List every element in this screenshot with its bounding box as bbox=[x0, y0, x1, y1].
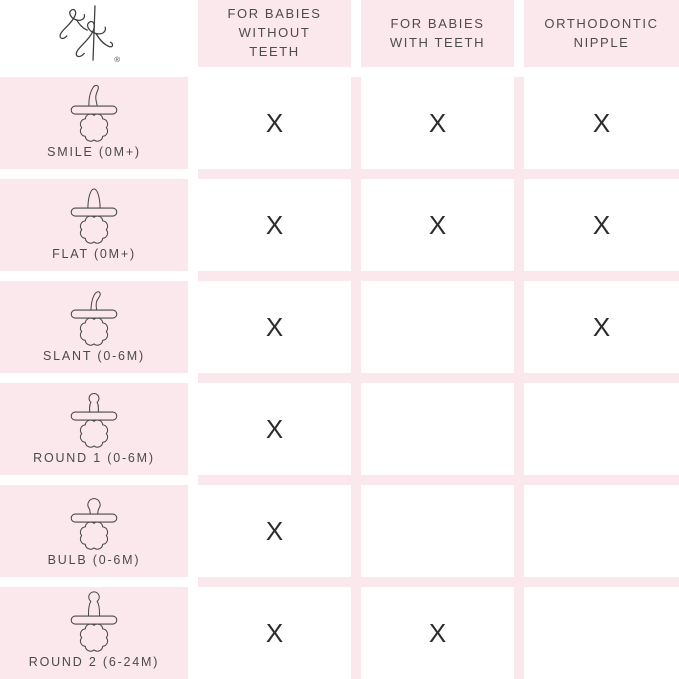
matrix-cell-flat-without-teeth: X bbox=[198, 179, 351, 271]
matrix-cell-round-2-without-teeth: X bbox=[198, 587, 351, 679]
registered-trademark-symbol: ® bbox=[114, 55, 120, 64]
matrix-cell-smile-orthodontic: X bbox=[524, 77, 679, 169]
matrix-cell-round-1-orthodontic bbox=[524, 383, 679, 475]
matrix-cell-slant-orthodontic: X bbox=[524, 281, 679, 373]
header-cell-for-babies-with-teeth: FOR BABIES WITH TEETH bbox=[361, 0, 514, 67]
matrix-cell-round-1-without-teeth: X bbox=[198, 383, 351, 475]
row-label: SMILE (0M+) bbox=[47, 145, 141, 159]
row-label-cell-flat: FLAT (0M+) bbox=[0, 179, 188, 271]
slant-pacifier-icon bbox=[70, 291, 118, 346]
ryan-and-rose-rr-monogram-icon: ® bbox=[59, 4, 120, 64]
matrix-cell-slant-with-teeth bbox=[361, 281, 514, 373]
column-header-label: ORTHODONTIC NIPPLE bbox=[544, 15, 659, 50]
row-label: ROUND 2 (6-24M) bbox=[28, 655, 160, 669]
round-2-pacifier-icon bbox=[70, 591, 118, 652]
column-header-label: FOR BABIES WITH TEETH bbox=[389, 15, 486, 50]
row-label: BULB (0-6M) bbox=[47, 553, 141, 567]
matrix-cell-flat-orthodontic: X bbox=[524, 179, 679, 271]
row-label-cell-round-1: ROUND 1 (0-6M) bbox=[0, 383, 188, 475]
matrix-cell-slant-without-teeth: X bbox=[198, 281, 351, 373]
matrix-cell-round-2-orthodontic bbox=[524, 587, 679, 679]
flat-pacifier-icon bbox=[70, 188, 118, 244]
row-label: SLANT (0-6M) bbox=[43, 349, 145, 363]
matrix-cell-smile-without-teeth: X bbox=[198, 77, 351, 169]
data-matrix-background bbox=[198, 77, 679, 679]
matrix-cell-bulb-with-teeth bbox=[361, 485, 514, 577]
bulb-pacifier-icon bbox=[70, 498, 118, 550]
row-label: ROUND 1 (0-6M) bbox=[33, 451, 155, 465]
row-label-cell-round-2: ROUND 2 (6-24M) bbox=[0, 587, 188, 679]
row-label-cell-bulb: BULB (0-6M) bbox=[0, 485, 188, 577]
matrix-cell-bulb-orthodontic bbox=[524, 485, 679, 577]
smile-pacifier-icon bbox=[70, 84, 118, 142]
matrix-cell-bulb-without-teeth: X bbox=[198, 485, 351, 577]
matrix-cell-round-1-with-teeth bbox=[361, 383, 514, 475]
header-cell-for-babies-without-teeth: FOR BABIES WITHOUT TEETH bbox=[198, 0, 351, 67]
row-label-cell-smile: SMILE (0M+) bbox=[0, 77, 188, 169]
round-1-pacifier-icon bbox=[70, 392, 118, 448]
column-header-label: FOR BABIES WITHOUT TEETH bbox=[227, 6, 322, 59]
row-label: FLAT (0M+) bbox=[52, 247, 136, 261]
brand-logo-cell: ® bbox=[0, 0, 188, 67]
row-label-cell-slant: SLANT (0-6M) bbox=[0, 281, 188, 373]
matrix-cell-flat-with-teeth: X bbox=[361, 179, 514, 271]
header-cell-orthodontic-nipple: ORTHODONTIC NIPPLE bbox=[524, 0, 679, 67]
matrix-cell-round-2-with-teeth: X bbox=[361, 587, 514, 679]
matrix-cell-smile-with-teeth: X bbox=[361, 77, 514, 169]
